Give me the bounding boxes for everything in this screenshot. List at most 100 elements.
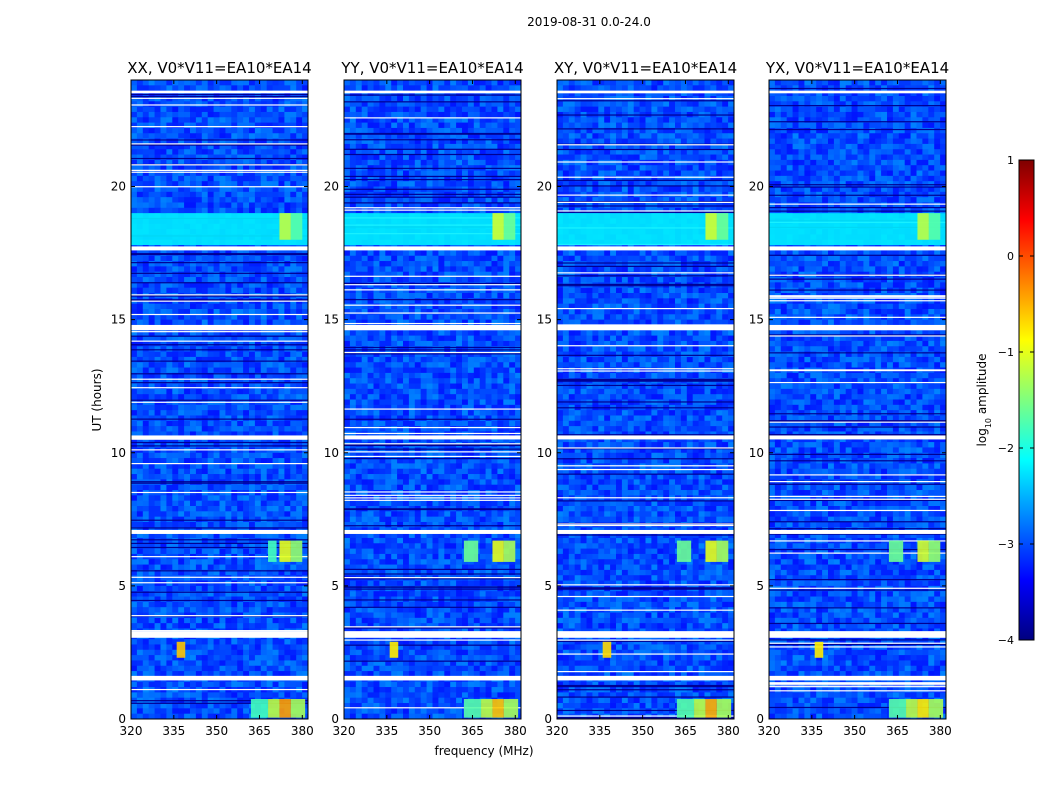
heatmap-cell (266, 133, 273, 139)
heatmap-cell (207, 394, 214, 400)
heatmap-cell (290, 383, 297, 390)
heatmap-cell (278, 101, 285, 107)
heatmap-cell (260, 356, 267, 363)
heatmap-cell (148, 127, 155, 134)
heatmap-cell (195, 420, 203, 427)
heatmap-cell (420, 127, 427, 134)
heatmap-cell (190, 170, 197, 177)
heatmap-cell (302, 255, 309, 262)
heatmap-blank-line (131, 331, 308, 333)
heatmap-cell (184, 255, 191, 262)
heatmap-cell (266, 655, 273, 661)
heatmap-cell (160, 149, 167, 155)
heatmap-cell (485, 250, 492, 257)
heatmap-cell (225, 601, 232, 608)
heatmap-cell (355, 111, 362, 118)
heatmap-cell (344, 138, 351, 145)
heatmap-cell (160, 202, 167, 209)
heatmap-cell (207, 623, 214, 629)
heatmap-cell (201, 495, 208, 501)
heatmap-cell (266, 665, 273, 672)
heatmap-cell (426, 122, 433, 129)
heatmap-cell (385, 293, 392, 299)
heatmap-feature (268, 540, 277, 562)
heatmap-cell (148, 649, 155, 656)
heatmap-cell (136, 623, 144, 629)
heatmap-cell (166, 197, 173, 203)
heatmap-cell (278, 138, 285, 145)
heatmap-cell (231, 367, 238, 374)
heatmap-cell (166, 154, 173, 161)
heatmap-cell (254, 372, 262, 379)
heatmap-cell (195, 303, 203, 310)
heatmap-cell (243, 330, 250, 336)
heatmap-cell (491, 277, 498, 283)
heatmap-cell (172, 537, 179, 544)
heatmap-cell (142, 420, 149, 427)
heatmap-cell (184, 388, 191, 395)
heatmap-cell (184, 367, 191, 374)
heatmap-cell (195, 511, 203, 517)
heatmap-cell (497, 95, 504, 102)
heatmap-cell (266, 149, 273, 155)
heatmap-cell (296, 495, 303, 501)
heatmap-cell (172, 484, 179, 491)
heatmap-cell (491, 138, 498, 145)
heatmap-cell (403, 90, 410, 97)
heatmap-cell (515, 159, 522, 166)
heatmap-cell (266, 255, 273, 262)
heatmap-cell (290, 655, 297, 661)
heatmap-stripe (131, 344, 308, 346)
heatmap-cell (408, 85, 416, 91)
heatmap-cell (231, 378, 238, 384)
heatmap-cell (397, 101, 404, 107)
heatmap-cell (284, 149, 291, 155)
heatmap-cell (438, 202, 445, 209)
heatmap-cell (284, 585, 291, 592)
heatmap-cell (438, 298, 445, 304)
heatmap-cell (166, 442, 173, 448)
heatmap-cell (296, 90, 303, 97)
heatmap-cell (254, 335, 262, 342)
y-axis-label: UT (hours) (90, 368, 104, 431)
heatmap-cell (260, 591, 267, 597)
heatmap-cell (290, 314, 297, 320)
heatmap-cell (160, 559, 167, 565)
heatmap-cell (296, 484, 303, 491)
heatmap-cell (195, 468, 203, 475)
heatmap-cell (184, 143, 191, 150)
heatmap-cell (284, 170, 291, 177)
heatmap-cell (172, 127, 179, 134)
heatmap-cell (213, 266, 220, 273)
heatmap-cell (432, 117, 439, 123)
heatmap-cell (142, 607, 149, 613)
heatmap-cell (213, 197, 220, 203)
heatmap-cell (225, 543, 232, 549)
heatmap-cell (243, 617, 250, 624)
heatmap-cell (284, 649, 291, 656)
heatmap-cell (373, 293, 380, 299)
heatmap-cell (391, 138, 398, 145)
heatmap-cell (272, 367, 279, 374)
heatmap-cell (355, 170, 362, 177)
heatmap-cell (237, 660, 244, 667)
heatmap-feature (279, 540, 291, 562)
heatmap-cell (231, 319, 238, 326)
heatmap-cell (479, 111, 486, 118)
heatmap-cell (178, 372, 185, 379)
heatmap-cell (166, 516, 173, 523)
heatmap-cell (148, 506, 155, 512)
heatmap-cell (272, 591, 279, 597)
heatmap-cell (296, 154, 303, 161)
heatmap-cell (260, 692, 267, 699)
heatmap-cell (290, 569, 297, 576)
heatmap-cell (284, 575, 291, 581)
heatmap-cell (148, 367, 155, 374)
heatmap-cell (231, 703, 238, 709)
heatmap-cell (290, 516, 297, 523)
heatmap-cell (296, 117, 303, 123)
heatmap-cell (467, 250, 475, 257)
heatmap-cell (272, 516, 279, 523)
heatmap-cell (237, 708, 244, 714)
